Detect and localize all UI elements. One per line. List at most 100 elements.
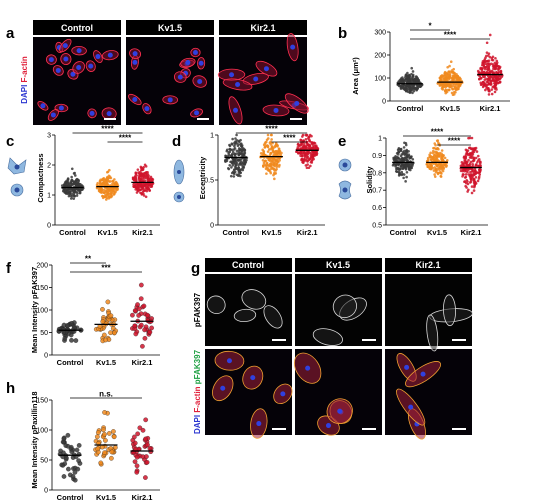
data-point xyxy=(136,306,142,312)
data-point xyxy=(101,178,105,182)
data-point xyxy=(474,175,478,179)
data-point xyxy=(228,163,232,167)
data-point xyxy=(407,164,411,168)
significance-label: **** xyxy=(444,31,457,40)
data-point xyxy=(143,163,147,167)
cell-body xyxy=(312,328,343,346)
data-point xyxy=(484,88,487,92)
data-point xyxy=(239,163,243,166)
data-point xyxy=(438,151,442,155)
series-points-1 xyxy=(93,299,119,344)
data-point xyxy=(413,77,416,81)
data-point xyxy=(78,191,82,195)
cell-nucleus xyxy=(232,107,238,113)
data-point xyxy=(408,88,412,91)
data-point xyxy=(105,187,108,191)
y-tick-label: 0.8 xyxy=(372,170,382,177)
data-point xyxy=(269,151,273,155)
data-point xyxy=(485,51,489,54)
data-point xyxy=(115,188,119,192)
data-point xyxy=(409,90,412,93)
data-point xyxy=(140,427,146,433)
data-point xyxy=(465,149,469,152)
cell-nucleus xyxy=(177,74,183,80)
data-point xyxy=(438,171,442,174)
x-tick-label: Kir2.1 xyxy=(297,228,318,237)
data-point xyxy=(466,170,469,174)
data-point xyxy=(265,166,269,170)
data-point xyxy=(108,168,111,172)
data-point xyxy=(68,191,72,194)
cell-nucleus xyxy=(192,50,198,56)
data-point xyxy=(95,183,99,187)
data-point xyxy=(479,66,482,70)
cell-nucleus xyxy=(256,421,262,427)
data-point xyxy=(135,302,140,307)
data-point xyxy=(410,166,414,170)
data-point xyxy=(428,167,432,170)
data-point xyxy=(278,159,281,162)
data-point xyxy=(138,183,142,187)
data-point xyxy=(149,175,153,179)
data-point xyxy=(400,170,404,174)
data-point xyxy=(400,80,404,83)
data-point xyxy=(438,166,442,170)
nucleus-shape xyxy=(177,195,181,199)
panel-b-label: b xyxy=(338,25,347,42)
data-point xyxy=(392,162,396,166)
cell-nucleus xyxy=(167,97,173,103)
data-point xyxy=(142,335,148,341)
data-point xyxy=(141,186,145,190)
data-point xyxy=(259,152,263,155)
y-tick-label: 2 xyxy=(47,163,51,170)
y-tick-label: 100 xyxy=(36,308,48,315)
data-point xyxy=(468,153,471,156)
data-point xyxy=(406,83,410,87)
data-point xyxy=(100,319,106,324)
data-point xyxy=(304,137,308,141)
data-point xyxy=(455,79,458,82)
data-point xyxy=(111,179,114,183)
data-point xyxy=(473,180,477,183)
panel-a-header-kv15: Kv1.5 xyxy=(158,23,182,33)
panel-a-header-bar-2 xyxy=(126,20,214,35)
data-point xyxy=(144,312,150,318)
data-point xyxy=(306,152,310,156)
data-point xyxy=(480,63,484,67)
data-point xyxy=(475,171,479,174)
data-point xyxy=(243,150,246,153)
data-point xyxy=(405,170,409,174)
data-point xyxy=(472,148,475,152)
cell-nucleus xyxy=(89,110,95,116)
data-point xyxy=(136,313,142,318)
data-point xyxy=(419,84,423,88)
data-point xyxy=(265,140,268,144)
data-point xyxy=(134,178,138,182)
data-point xyxy=(448,64,451,68)
y-tick-label: 0 xyxy=(44,488,48,495)
data-point xyxy=(482,71,486,74)
data-point xyxy=(465,186,468,189)
data-point xyxy=(102,188,106,192)
panel-c-cell-schematic xyxy=(7,157,27,197)
data-point xyxy=(500,75,504,78)
data-point xyxy=(488,33,492,37)
data-point xyxy=(73,194,77,198)
data-point xyxy=(469,180,473,183)
data-point xyxy=(138,282,144,288)
data-point xyxy=(133,175,137,179)
data-point xyxy=(307,166,311,170)
data-point xyxy=(230,142,234,146)
cell-nucleus xyxy=(220,385,226,391)
cell-nucleus xyxy=(144,106,150,112)
data-point xyxy=(433,158,436,162)
data-point xyxy=(456,75,460,78)
data-point xyxy=(101,332,107,338)
data-point xyxy=(134,171,138,174)
panel-e-ylabel: Solidity xyxy=(365,166,374,194)
data-point xyxy=(498,81,502,84)
cell-nucleus xyxy=(107,52,113,58)
data-point xyxy=(497,67,501,70)
data-point xyxy=(417,80,421,83)
data-point xyxy=(265,162,269,165)
